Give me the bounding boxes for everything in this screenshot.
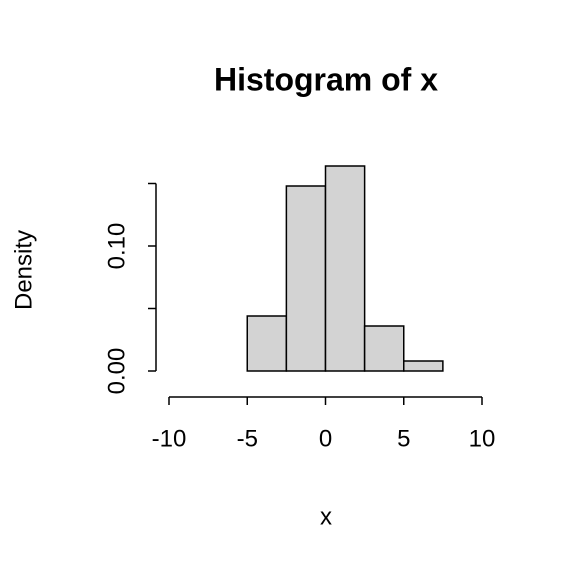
bar — [324, 165, 366, 372]
x-tick-label: 5 — [397, 425, 410, 452]
chart-title: Histogram of x — [214, 61, 438, 97]
y-tick-label: 0.00 — [103, 348, 130, 395]
bar — [285, 185, 327, 372]
x-tick-label: -5 — [237, 425, 258, 452]
y-tick-label: 0.10 — [103, 223, 130, 270]
x-tick-label: 10 — [469, 425, 496, 452]
x-tick-label: -10 — [152, 425, 187, 452]
bar — [403, 360, 444, 372]
bar — [363, 325, 405, 372]
bar — [246, 315, 288, 372]
x-axis-label: x — [320, 503, 332, 530]
y-axis-label: Density — [10, 230, 37, 310]
x-tick-label: 0 — [319, 425, 332, 452]
